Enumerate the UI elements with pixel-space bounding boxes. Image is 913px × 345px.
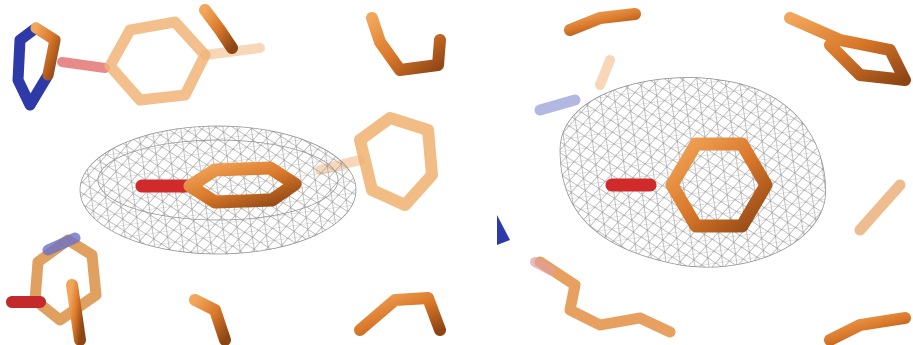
bond [57, 57, 110, 73]
density-mesh [560, 77, 826, 268]
stick [824, 312, 911, 345]
bond [854, 179, 906, 236]
stick [534, 256, 676, 338]
mesh-outline [559, 77, 826, 268]
mesh-contour [97, 139, 339, 221]
left-panel [6, 4, 446, 345]
ring-faded [354, 112, 438, 211]
stick [564, 8, 641, 36]
bond-blue [534, 94, 581, 116]
phenol-ring [183, 161, 302, 209]
mesh-outline [79, 125, 357, 255]
stick [366, 12, 446, 76]
stick [354, 292, 446, 336]
ring-orange [30, 22, 61, 81]
fragment-blue [497, 215, 510, 245]
stick [189, 294, 231, 345]
density-mesh [80, 126, 356, 254]
bond [530, 257, 555, 275]
bond-blue [42, 232, 81, 256]
stick [66, 279, 86, 345]
bond [595, 55, 615, 90]
phenol-ring [665, 137, 773, 233]
right-panel [497, 8, 911, 345]
ring-faded [104, 16, 211, 106]
ring [784, 12, 911, 86]
stick [199, 4, 238, 54]
